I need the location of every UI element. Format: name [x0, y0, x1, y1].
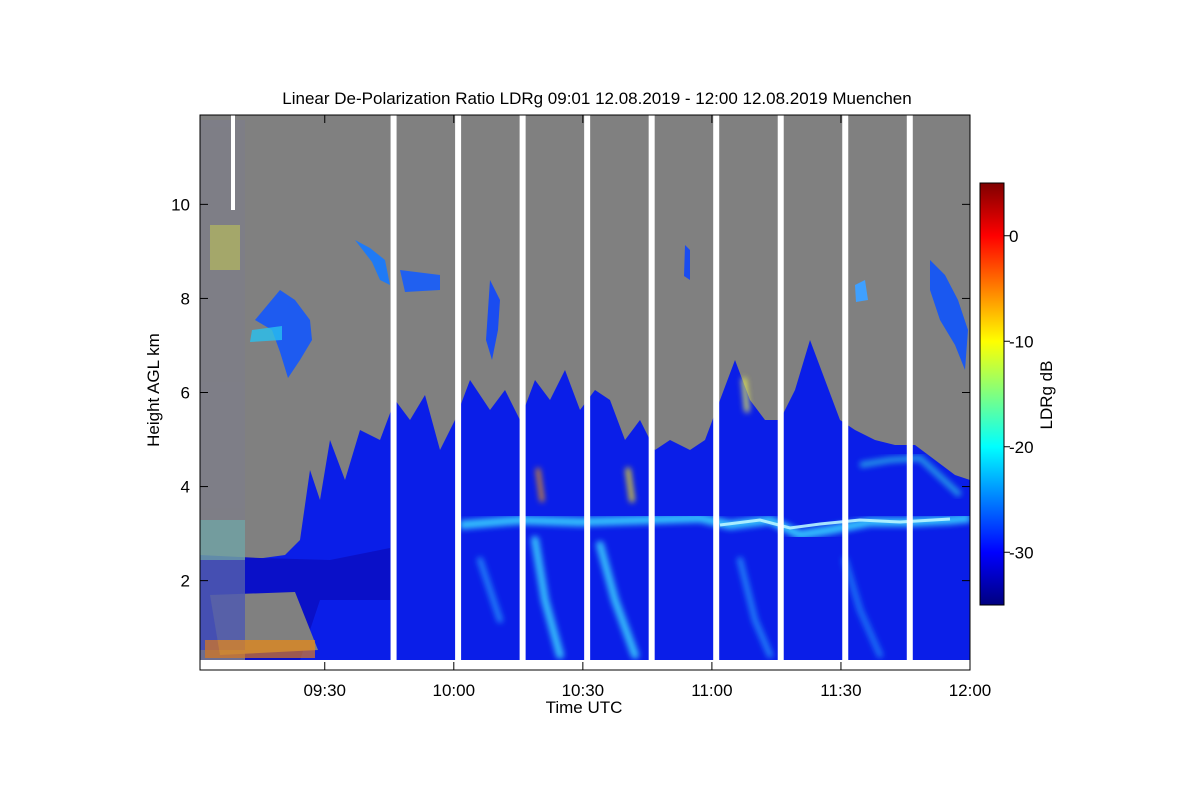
cirrus-patches — [250, 240, 968, 378]
y-axis-label: Height AGL km — [144, 333, 163, 447]
x-tick-label: 12:00 — [949, 681, 992, 700]
colorbar-tick-label: -30 — [1009, 543, 1034, 562]
y-tick-label: 8 — [181, 289, 190, 308]
gap-0946 — [390, 115, 397, 670]
y-tick-label: 2 — [181, 572, 190, 591]
gap-1146 — [906, 115, 913, 670]
gap-1131 — [842, 115, 849, 670]
fall-streaks — [477, 377, 883, 659]
y-tick-label: 6 — [181, 384, 190, 403]
colorbar-label: LDRg dB — [1037, 361, 1056, 430]
chart-title: Linear De-Polarization Ratio LDRg 09:01 … — [282, 89, 911, 108]
y-tick-label: 4 — [181, 478, 190, 497]
x-tick-label: 11:00 — [691, 681, 732, 700]
colorbar-tick-label: -20 — [1009, 438, 1034, 457]
data-gaps — [390, 115, 913, 670]
gap-1101 — [713, 115, 720, 670]
melting-layer-core — [719, 517, 951, 530]
x-tick-label: 10:00 — [433, 681, 476, 700]
gap-1046 — [648, 115, 655, 670]
y-axis: 2 4 6 8 10 — [171, 195, 970, 591]
upper-cyan-layer — [859, 454, 963, 498]
x-tick-label: 11:30 — [820, 681, 861, 700]
colorbar-tick-label: 0 — [1009, 227, 1018, 246]
cloud-deck — [248, 340, 970, 660]
gap-1116 — [777, 115, 784, 670]
plot-area — [200, 115, 970, 670]
y-tick-label: 10 — [171, 195, 190, 214]
x-tick-label: 09:30 — [303, 681, 346, 700]
x-axis: 09:30 10:00 10:30 11:00 11:30 12:00 — [303, 115, 991, 700]
x-tick-label: 10:30 — [562, 681, 605, 700]
colorbar-tick-label: -10 — [1009, 332, 1034, 351]
x-axis-label: Time UTC — [546, 698, 623, 717]
gap-1016 — [519, 115, 526, 670]
gap-1031 — [584, 115, 591, 670]
colorbar — [979, 182, 1005, 606]
colorbar-ticks: 0 -10 -20 -30 — [1004, 227, 1034, 562]
missing-data-strip — [231, 115, 235, 210]
gap-1001 — [455, 115, 462, 670]
